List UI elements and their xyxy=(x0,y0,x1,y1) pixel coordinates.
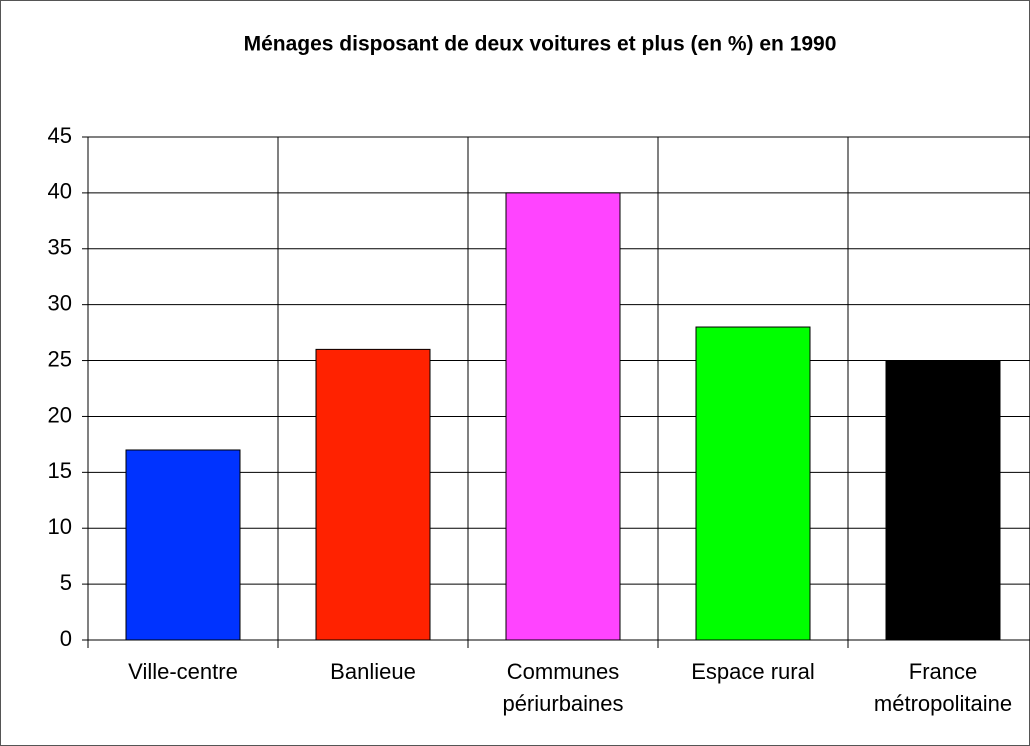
y-tick-label: 0 xyxy=(60,626,72,651)
bar xyxy=(885,360,1001,641)
x-tick-label: Communes périurbaines xyxy=(502,659,624,716)
x-tick-label: Espace rural xyxy=(691,659,815,684)
y-tick-label: 45 xyxy=(48,123,72,148)
x-tick-label: Ville-centre xyxy=(128,659,238,684)
bar xyxy=(125,449,241,641)
bar xyxy=(695,326,811,641)
y-tick-label: 40 xyxy=(48,179,72,204)
y-tick-label: 15 xyxy=(48,458,72,483)
bar xyxy=(315,348,431,641)
y-tick-label: 35 xyxy=(48,235,72,260)
x-tick-label: France métropolitaine xyxy=(873,659,1013,716)
bar xyxy=(505,192,621,641)
y-tick-label: 25 xyxy=(48,346,72,371)
y-tick-label: 30 xyxy=(48,290,72,315)
y-tick-label: 20 xyxy=(48,402,72,427)
y-tick-label: 5 xyxy=(60,570,72,595)
x-tick-label: Banlieue xyxy=(330,659,416,684)
chart-title: Ménages disposant de deux voitures et pl… xyxy=(244,33,837,56)
y-tick-label: 10 xyxy=(48,514,72,539)
